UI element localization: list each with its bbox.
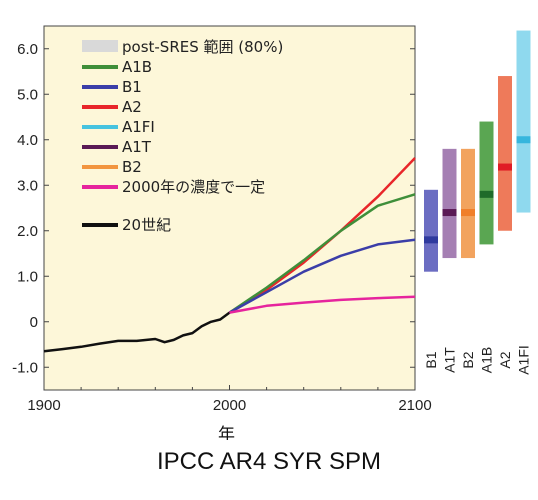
legend-label: A1B — [122, 58, 152, 76]
y-tick-label: 4.0 — [17, 132, 38, 149]
range-bar — [442, 148, 457, 259]
legend-label: B2 — [122, 158, 142, 176]
range-bar — [498, 76, 512, 231]
y-tick-label: 5.0 — [17, 86, 38, 103]
x-tick-label: 2000 — [213, 397, 246, 414]
range-bar-label: A1T — [442, 347, 458, 373]
y-tick-label: 3.0 — [17, 177, 38, 194]
range-bar — [516, 30, 531, 213]
y-tick-label: 6.0 — [17, 41, 38, 58]
legend: post-SRES 範囲 (80%) A1B B1 A2 A1FI A1T B2 2000年の… — [82, 38, 283, 234]
legend-label: post-SRES 範囲 (80%) — [122, 38, 283, 56]
temperature-projection-chart: -1.0 0 1.0 2.0 3.0 4.0 5.0 6.0 1900 2000 2100 年 post… — [12, 25, 532, 440]
series-line — [228, 238, 416, 314]
range-bar-best — [498, 163, 512, 171]
legend-label: 2000年の濃度で一定 — [122, 178, 265, 196]
range-bar-best — [442, 209, 457, 217]
source-caption: IPCC AR4 SYR SPM — [156, 448, 382, 475]
plot-area — [43, 25, 416, 391]
x-tick-label: 1900 — [27, 397, 60, 414]
legend-label: 20世紀 — [122, 216, 171, 234]
legend-label: A1FI — [122, 118, 155, 136]
series-line — [43, 311, 231, 353]
range-bar — [424, 189, 438, 272]
range-bar-label: B1 — [423, 351, 439, 368]
range-bar-best — [516, 136, 531, 144]
series-line — [229, 295, 416, 314]
y-tick-label: 0 — [30, 314, 38, 331]
range-bar-best — [424, 236, 438, 244]
range-bar-label: A1FI — [516, 345, 532, 375]
series-line — [228, 193, 416, 314]
y-tick-label: 2.0 — [17, 223, 38, 240]
range-bar — [461, 148, 475, 259]
y-tick-label: -1.0 — [12, 359, 38, 376]
legend-label: A2 — [122, 98, 142, 116]
range-bar-label: B2 — [460, 351, 476, 368]
legend-label: A1T — [122, 138, 152, 156]
x-axis-label: 年 — [218, 425, 235, 440]
y-tick-label: 1.0 — [17, 268, 38, 285]
range-bar — [479, 121, 494, 245]
legend-label: B1 — [122, 78, 142, 96]
legend-swatch — [82, 40, 118, 52]
range-bar-label: A2 — [497, 351, 513, 368]
x-tick-label: 2100 — [398, 397, 431, 414]
range-bar-best — [479, 190, 494, 198]
range-bar-label: A1B — [479, 347, 495, 373]
range-bar-best — [461, 209, 475, 217]
